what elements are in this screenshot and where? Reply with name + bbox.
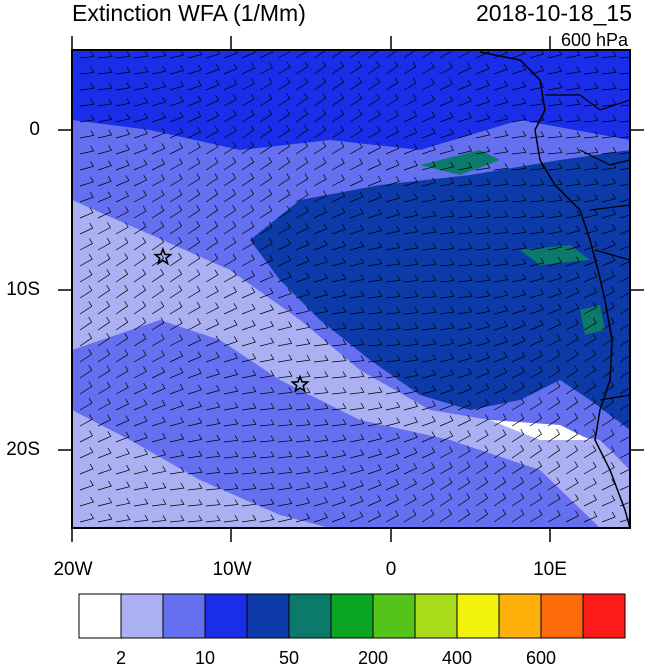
lat-tick-label: 10S — [6, 279, 40, 300]
map-frame — [71, 49, 631, 529]
station-markers — [153, 246, 310, 393]
colorbar-label: 400 — [441, 648, 473, 668]
colorbar-label: 200 — [357, 648, 389, 668]
colorbar-swatch — [498, 593, 542, 639]
lon-tick-label: 10W — [212, 559, 252, 580]
extinction-field — [72, 410, 330, 528]
colorbar-swatch — [582, 593, 626, 639]
colorbar-swatch — [120, 593, 164, 639]
lon-tick-label: 10E — [533, 559, 567, 580]
colorbar-swatch — [246, 593, 290, 639]
lon-tick-label: 20W — [53, 559, 93, 580]
map-plot-area — [72, 50, 630, 528]
coastline — [479, 51, 630, 528]
country-borders — [545, 94, 630, 401]
star-marker — [290, 374, 310, 393]
colorbar-swatch — [414, 593, 458, 639]
colorbar-label: 10 — [194, 648, 216, 668]
plot-datetime: 2018-10-18_15 — [475, 0, 632, 26]
colorbar — [78, 593, 626, 639]
colorbar-swatch — [372, 593, 416, 639]
pressure-level: 600 hPa — [560, 30, 628, 50]
extinction-field — [250, 150, 630, 430]
axis-ticks — [58, 36, 644, 542]
colorbar-swatch — [162, 593, 206, 639]
colorbar-swatch — [540, 593, 584, 639]
lon-tick-label: 0 — [385, 559, 397, 580]
colorbar-swatch — [78, 593, 122, 639]
colorbar-swatch — [204, 593, 248, 639]
extinction-field — [520, 245, 590, 265]
colorbar-label: 2 — [115, 648, 126, 668]
colorbar-swatch — [330, 593, 374, 639]
colorbar-swatch — [288, 593, 332, 639]
extinction-field — [72, 200, 630, 528]
extinction-field — [420, 150, 500, 175]
lat-tick-label: 20S — [6, 439, 40, 460]
wind-barbs — [79, 50, 630, 523]
star-marker — [153, 246, 173, 266]
lat-tick-label: 0 — [29, 119, 40, 140]
extinction-field — [490, 420, 590, 440]
colorbar-swatch — [456, 593, 500, 639]
colorbar-label: 50 — [278, 648, 300, 668]
colorbar-label: 600 — [525, 648, 557, 668]
plot-title: Extinction WFA (1/Mm) — [72, 0, 306, 26]
extinction-field — [120, 55, 200, 85]
